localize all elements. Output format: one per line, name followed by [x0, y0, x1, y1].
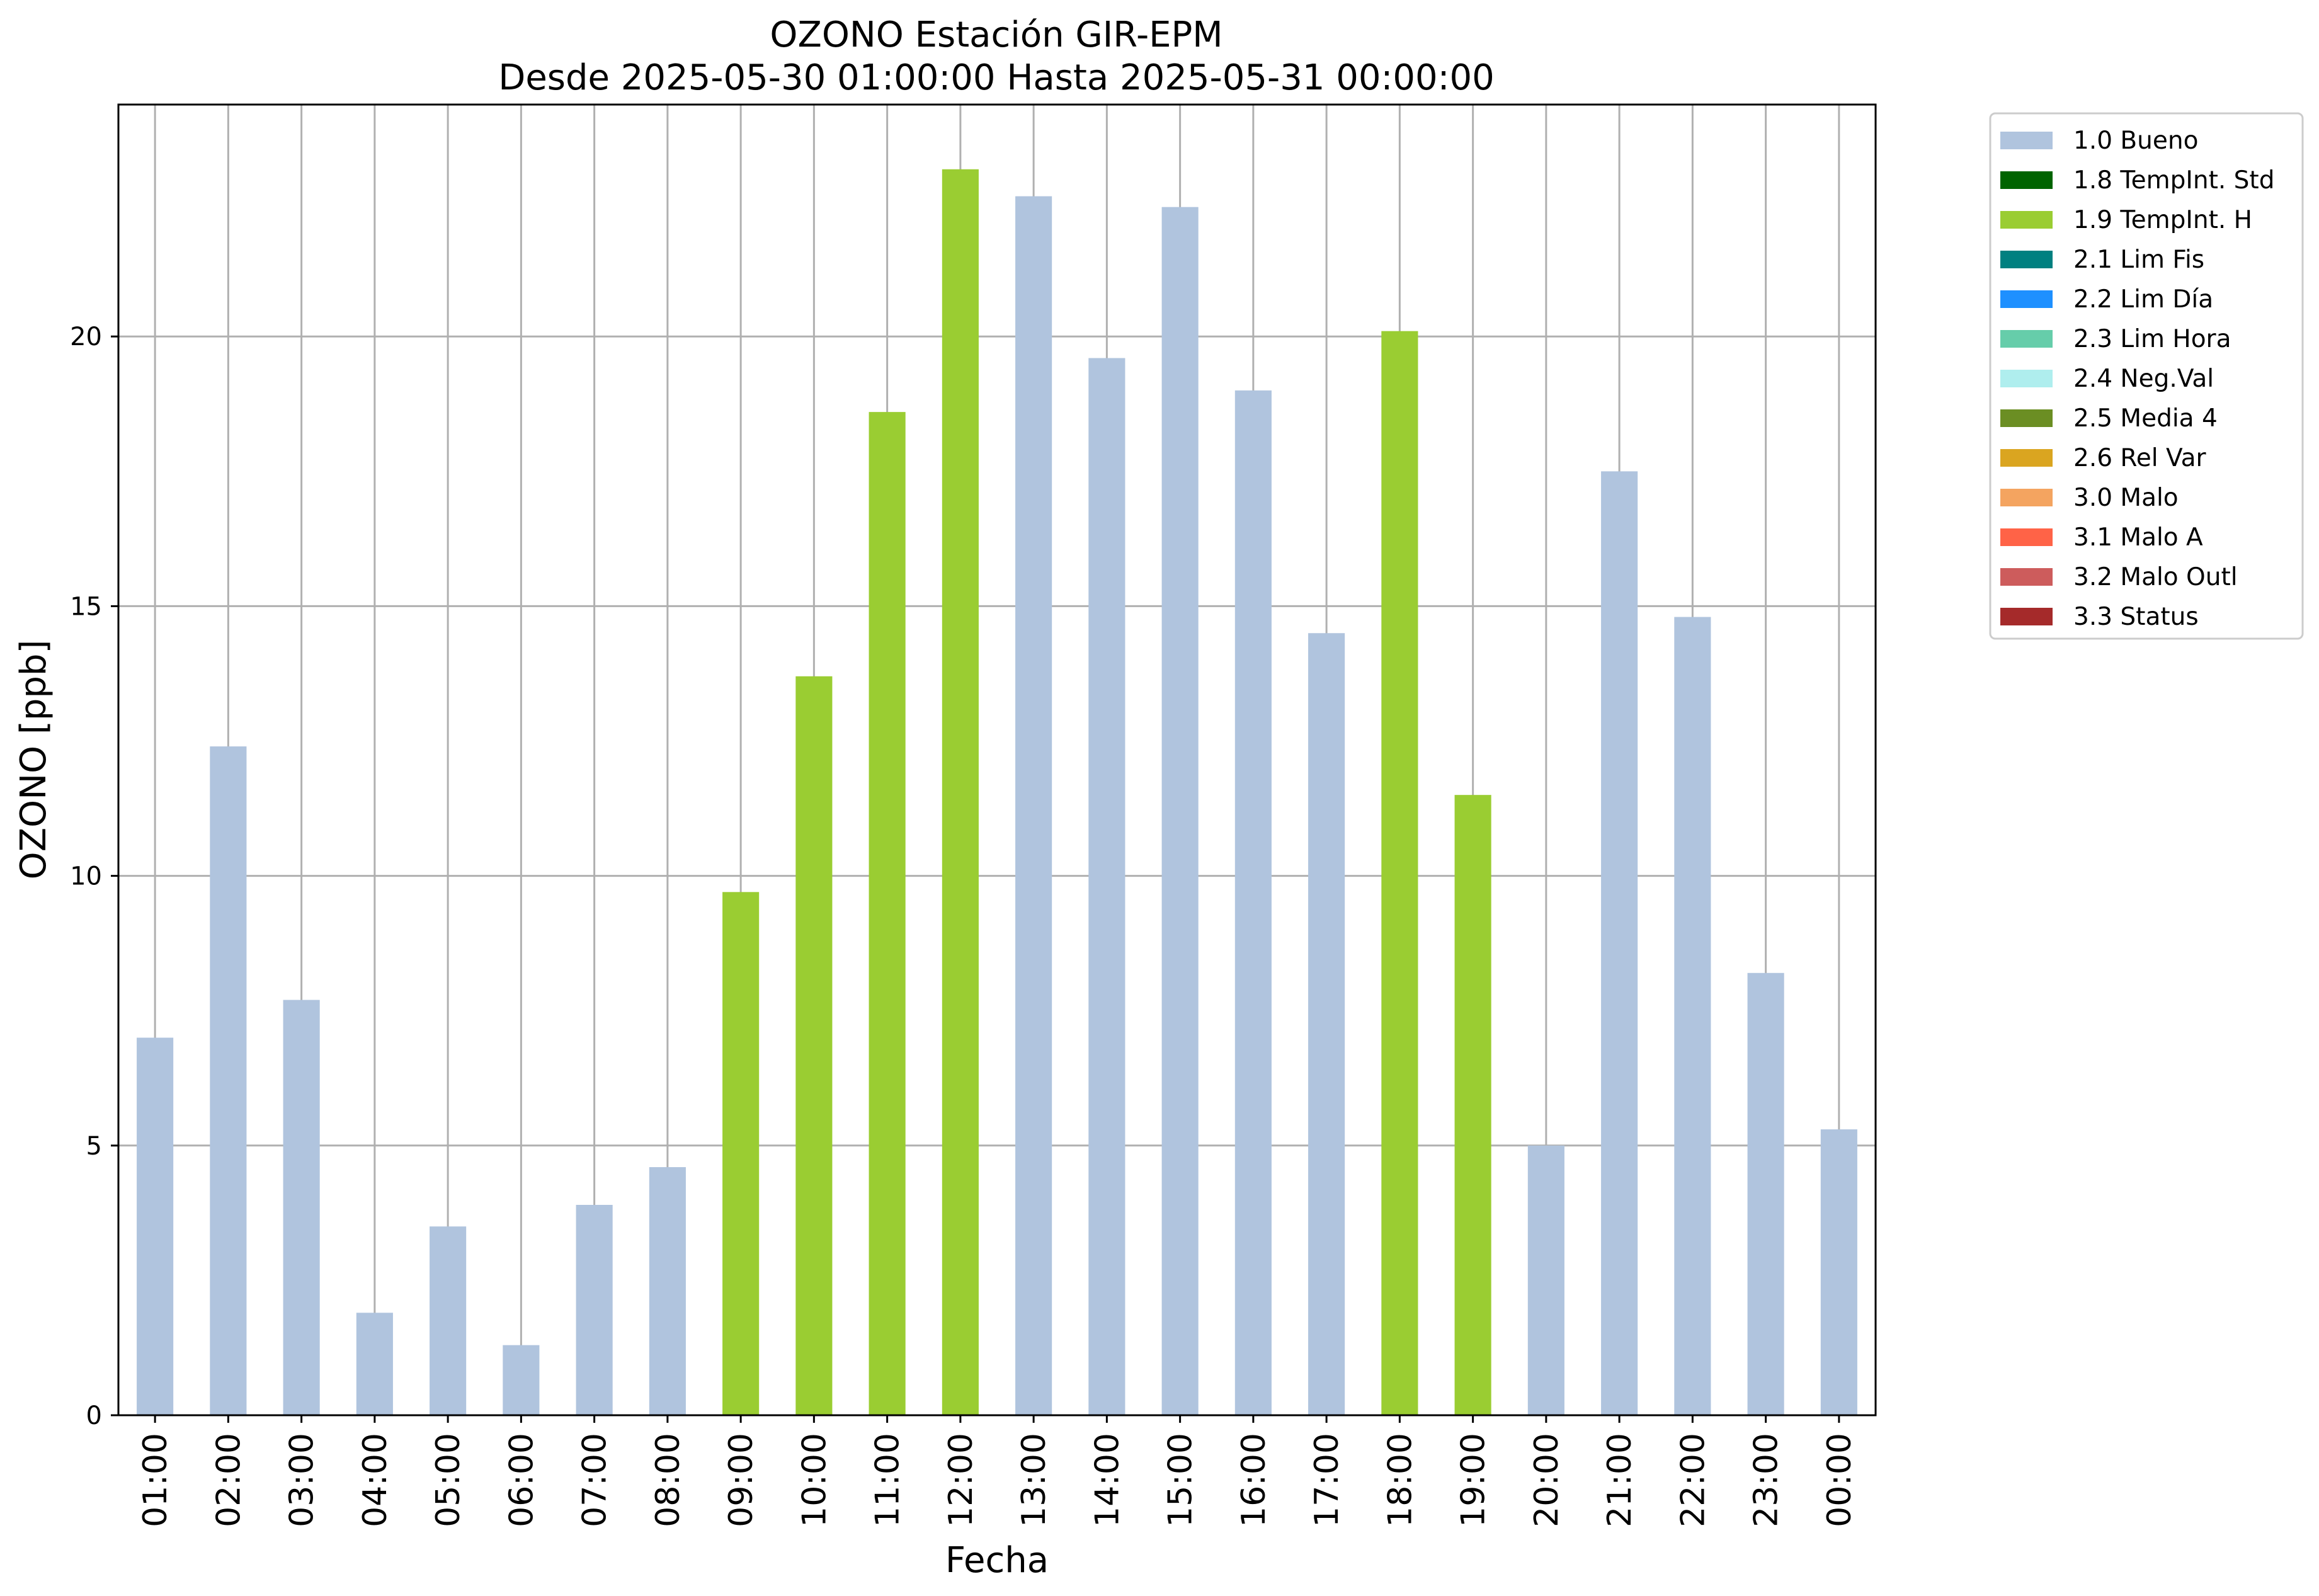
legend-swatch: [2000, 489, 2053, 506]
bar-0300: [283, 1000, 320, 1415]
x-tick-label: 09:00: [722, 1433, 760, 1527]
bar-1200: [942, 169, 979, 1416]
legend-label: 2.4 Neg.Val: [2073, 365, 2214, 393]
bar-2200: [1674, 617, 1711, 1415]
legend: 1.0 Bueno 1.8 TempInt. Std 1.9 TempInt. H 2…: [1989, 112, 2304, 640]
legend-swatch: [2000, 608, 2053, 625]
x-tick-label: 15:00: [1162, 1433, 1200, 1527]
axis-ticks: 0 5 10 15 20 01:00 02:00 03:00 04:00 05:00 06:00 07…: [70, 322, 1859, 1527]
bar-1700: [1308, 633, 1345, 1416]
x-tick-label: 03:00: [283, 1433, 321, 1527]
y-tick-label: 15: [70, 592, 102, 621]
x-tick-label: 00:00: [1821, 1433, 1859, 1527]
legend-swatch: [2000, 251, 2053, 268]
x-tick-label: 04:00: [356, 1433, 394, 1527]
chart-subtitle: Desde 2025-05-30 01:00:00 Hasta 2025-05-…: [498, 57, 1495, 98]
bar-0400: [356, 1313, 393, 1415]
bars: [137, 169, 1857, 1416]
bar-0700: [576, 1205, 613, 1415]
x-tick-label: 19:00: [1455, 1433, 1493, 1527]
legend-swatch: [2000, 330, 2053, 348]
legend-frame: [1989, 112, 2304, 640]
y-tick-label: 10: [70, 862, 102, 891]
y-tick-label: 5: [86, 1132, 102, 1161]
x-tick-label: 21:00: [1601, 1433, 1639, 1527]
bar-1300: [1015, 196, 1052, 1415]
legend-label: 1.8 TempInt. Std: [2073, 166, 2274, 195]
x-tick-label: 12:00: [942, 1433, 980, 1527]
legend-label: 2.6 Rel Var: [2073, 444, 2207, 472]
legend-swatch: [2000, 132, 2053, 149]
bar-1100: [869, 412, 906, 1416]
bar-0500: [430, 1226, 467, 1415]
bar-2000: [1527, 1145, 1564, 1415]
legend-label: 2.1 Lim Fis: [2073, 246, 2204, 274]
legend-swatch: [2000, 449, 2053, 467]
y-axis-label: OZONO [ppb]: [13, 640, 54, 880]
legend-label: 1.9 TempInt. H: [2073, 206, 2252, 234]
chart-title: OZONO Estación GIR-EPM: [770, 14, 1222, 55]
legend-swatch: [2000, 409, 2053, 427]
y-tick-label: 0: [86, 1401, 102, 1430]
legend-label: 3.0 Malo: [2073, 484, 2179, 512]
bar-2100: [1601, 471, 1638, 1416]
x-tick-label: 23:00: [1748, 1433, 1786, 1527]
x-tick-label: 08:00: [649, 1433, 687, 1527]
bar-1600: [1234, 390, 1272, 1416]
legend-label: 3.3 Status: [2073, 603, 2199, 631]
x-axis-label: Fecha: [945, 1540, 1049, 1581]
legend-swatch: [2000, 370, 2053, 387]
x-tick-label: 01:00: [137, 1433, 174, 1527]
plot-frame: [117, 103, 1877, 1416]
legend-label: 2.5 Media 4: [2073, 404, 2218, 433]
legend-swatch: [2000, 290, 2053, 308]
x-tick-label: 17:00: [1308, 1433, 1346, 1527]
x-tick-label: 16:00: [1235, 1433, 1273, 1527]
x-tick-label: 20:00: [1528, 1433, 1566, 1527]
x-tick-label: 18:00: [1381, 1433, 1419, 1527]
x-tick-label: 13:00: [1015, 1433, 1053, 1527]
x-tick-label: 05:00: [430, 1433, 467, 1527]
bar-0900: [722, 892, 760, 1415]
y-tick-label: 20: [70, 322, 102, 351]
x-tick-label: 02:00: [210, 1433, 248, 1527]
legend-label: 3.2 Malo Outl: [2073, 563, 2238, 591]
legend-label: 2.3 Lim Hora: [2073, 325, 2231, 353]
legend-swatch: [2000, 528, 2053, 546]
legend-label: 2.2 Lim Día: [2073, 285, 2213, 314]
bar-0100: [137, 1037, 174, 1415]
bar-0000: [1820, 1129, 1857, 1415]
bar-1000: [795, 676, 833, 1415]
bar-0600: [503, 1345, 540, 1415]
x-tick-label: 14:00: [1088, 1433, 1126, 1527]
x-tick-label: 11:00: [869, 1433, 907, 1527]
legend-swatch: [2000, 171, 2053, 189]
legend-swatch: [2000, 211, 2053, 229]
bar-1400: [1088, 358, 1125, 1415]
x-tick-label: 10:00: [795, 1433, 833, 1527]
bar-2300: [1747, 972, 1784, 1415]
bar-1500: [1161, 207, 1199, 1416]
x-tick-label: 07:00: [576, 1433, 614, 1527]
legend-label: 3.1 Malo A: [2073, 523, 2203, 552]
bar-0200: [210, 746, 247, 1415]
bar-0800: [649, 1167, 686, 1415]
bar-1900: [1454, 795, 1491, 1415]
legend-swatch: [2000, 568, 2053, 586]
x-tick-label: 06:00: [503, 1433, 540, 1527]
bar-1800: [1381, 331, 1418, 1416]
x-tick-label: 22:00: [1674, 1433, 1712, 1527]
legend-label: 1.0 Bueno: [2073, 127, 2198, 155]
